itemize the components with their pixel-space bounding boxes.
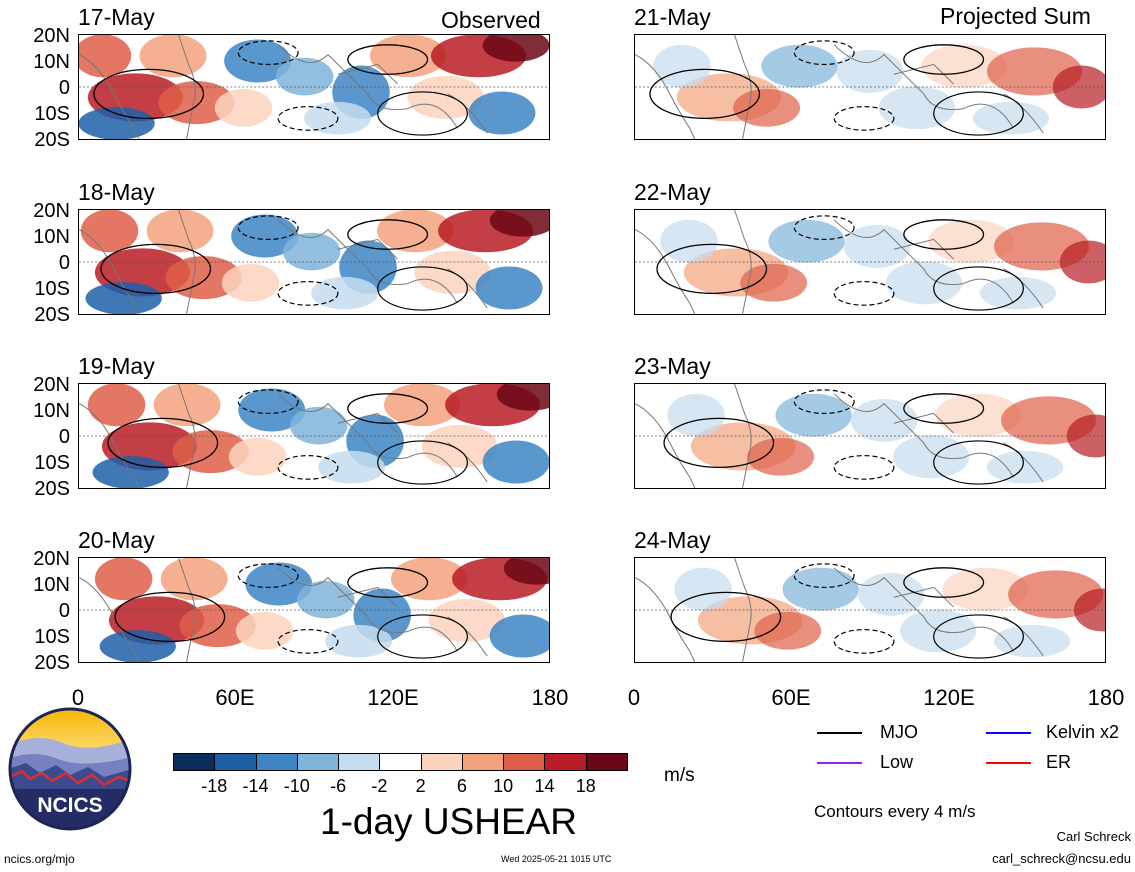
lon-label: 60E [771, 685, 811, 710]
lat-label: 10N [33, 574, 70, 596]
lat-label: 20N [33, 200, 70, 222]
lat-label: 20N [33, 25, 70, 47]
legend-line-mjo [817, 732, 862, 734]
lat-label: 10N [33, 226, 70, 248]
colorbar-tick-label: -2 [371, 776, 388, 796]
legend-label-er: ER [1046, 752, 1072, 772]
wind-shear-map [79, 558, 549, 662]
legend-line-low [817, 762, 862, 764]
colorbar-swatch [338, 753, 381, 771]
lon-label: 60E [215, 685, 255, 710]
colorbar-swatch [544, 753, 587, 771]
lat-label: 10S [34, 103, 70, 125]
lat-label: 0 [58, 426, 70, 448]
map-panel-projected [634, 209, 1106, 315]
colorbar-tick-label: 6 [456, 776, 467, 796]
wind-shear-map [635, 210, 1105, 314]
ncics-logo: NCICS [8, 707, 132, 831]
lat-label: 20S [34, 304, 70, 326]
lat-label: 10N [33, 400, 70, 422]
lat-label: 10N [33, 51, 70, 73]
colorbar-swatch [420, 753, 463, 771]
colorbar-unit: m/s [664, 765, 695, 786]
panel-date-label: 18-May [78, 179, 155, 205]
lon-label: 120E [923, 685, 975, 710]
colorbar-tick-label: 10 [493, 776, 514, 796]
map-panel-observed [78, 383, 550, 489]
legend-line-kelvin [986, 732, 1031, 734]
lat-label: 10S [34, 452, 70, 474]
panel-date-label: 24-May [634, 527, 711, 553]
map-panel-projected [634, 557, 1106, 663]
legend-label-mjo: MJO [880, 722, 918, 742]
colorbar-tick-label: -10 [283, 776, 310, 796]
panel-date-label: 23-May [634, 353, 711, 379]
legend-line-er [986, 762, 1031, 764]
observed-header: Observed [441, 7, 541, 33]
colorbar-swatch [255, 753, 298, 771]
colorbar-swatch [296, 753, 340, 771]
wind-shear-map [635, 558, 1105, 662]
colorbar-ticks: -18 -14 -10 -6 -2 2 6 10 14 18 [173, 777, 627, 797]
panel-date-label: 21-May [634, 4, 711, 30]
colorbar-swatch [503, 753, 546, 771]
lat-label: 10S [34, 278, 70, 300]
panel-date-label: 19-May [78, 353, 155, 379]
colorbar-swatch [461, 753, 505, 771]
panel-date-label: 22-May [634, 179, 711, 205]
colorbar-tick-label: 18 [575, 776, 596, 796]
panel-date-label: 20-May [78, 527, 155, 553]
colorbar-tick-label: 2 [415, 776, 426, 796]
lon-label: 0 [627, 685, 641, 710]
colorbar-swatch [214, 753, 257, 771]
panel-date-label: 17-May [78, 4, 155, 30]
footer-timestamp: Wed 2025-05-21 1015 UTC [501, 854, 612, 864]
colorbar-swatch [379, 753, 422, 771]
lat-label: 10S [34, 626, 70, 648]
lat-label: 20N [33, 374, 70, 396]
contour-interval-note: Contours every 4 m/s [814, 802, 976, 821]
lon-label: 0 [71, 685, 85, 710]
map-panel-observed [78, 209, 550, 315]
colorbar-tick-label: -14 [242, 776, 269, 796]
wind-shear-map [79, 35, 549, 139]
colorbar-swatch [173, 753, 216, 771]
map-panel-projected [634, 34, 1106, 140]
colorbar [173, 753, 628, 771]
lat-label: 0 [58, 600, 70, 622]
map-panel-projected [634, 383, 1106, 489]
lat-label: 20S [34, 652, 70, 674]
lat-label: 20N [33, 548, 70, 570]
footer-url: ncics.org/mjo [4, 852, 75, 866]
colorbar-tick-label: -6 [330, 776, 347, 796]
colorbar-tick-label: 14 [534, 776, 555, 796]
wind-shear-map [635, 35, 1105, 139]
wind-shear-map [635, 384, 1105, 488]
legend-label-kelvin: Kelvin x2 [1046, 722, 1120, 742]
map-panel-observed [78, 557, 550, 663]
lat-label: 0 [58, 77, 70, 99]
colorbar-title: 1-day USHEAR [320, 801, 578, 842]
projected-header: Projected Sum [940, 3, 1091, 29]
logo-text: NCICS [37, 794, 102, 817]
wind-shear-map [79, 384, 549, 488]
legend-label-low: Low [880, 752, 914, 772]
colorbar-swatch [585, 753, 628, 771]
lon-label: 120E [367, 685, 419, 710]
lat-label: 20S [34, 129, 70, 151]
map-panel-observed [78, 34, 550, 140]
footer-author: Carl Schreck [1056, 829, 1131, 844]
wind-shear-map [79, 210, 549, 314]
lon-label: 180 [1087, 685, 1125, 710]
lat-label: 20S [34, 478, 70, 500]
colorbar-tick-label: -18 [201, 776, 228, 796]
lon-label: 180 [531, 685, 569, 710]
footer-email: carl_schreck@ncsu.edu [992, 851, 1131, 866]
lat-label: 0 [58, 252, 70, 274]
